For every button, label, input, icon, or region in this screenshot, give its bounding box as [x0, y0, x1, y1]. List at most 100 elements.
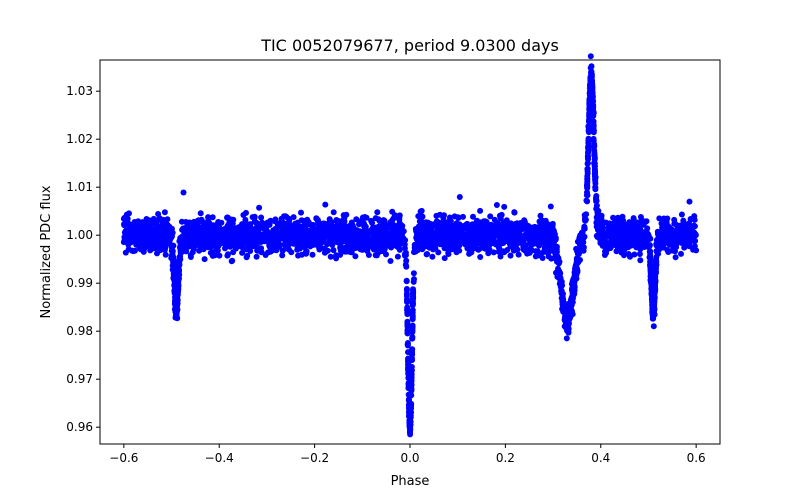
data-point — [445, 251, 452, 257]
data-point — [209, 214, 216, 221]
data-point — [641, 244, 648, 250]
data-point — [215, 219, 222, 226]
data-point — [301, 219, 308, 226]
data-point — [535, 229, 542, 236]
data-point — [485, 250, 492, 257]
data-point — [311, 232, 318, 239]
data-point — [672, 248, 678, 255]
data-point — [370, 246, 377, 253]
data-point — [256, 204, 263, 211]
data-point — [410, 291, 416, 298]
data-point — [175, 283, 182, 290]
data-point — [503, 218, 509, 225]
data-point — [551, 228, 557, 235]
data-point — [404, 327, 411, 333]
data-point — [507, 220, 514, 227]
data-point — [174, 292, 181, 299]
data-point — [485, 223, 492, 230]
data-point — [201, 256, 208, 263]
data-point — [158, 244, 164, 251]
data-point — [212, 234, 219, 241]
data-point — [500, 248, 507, 255]
data-point — [658, 231, 665, 238]
data-point — [441, 255, 448, 262]
data-point — [429, 253, 436, 260]
data-point — [216, 252, 223, 259]
data-point — [613, 216, 620, 223]
data-point — [128, 234, 134, 241]
data-point — [541, 222, 548, 229]
data-point — [126, 210, 132, 217]
data-point — [495, 244, 502, 251]
data-point — [664, 247, 671, 253]
data-point — [499, 223, 505, 230]
data-point — [224, 214, 231, 221]
data-point — [159, 218, 166, 225]
data-point — [637, 257, 644, 264]
data-point — [187, 254, 194, 260]
data-point — [409, 301, 416, 308]
chart-title: TIC 0052079677, period 9.0300 days — [260, 36, 559, 55]
data-point — [543, 240, 550, 247]
x-tick-label: −0.4 — [205, 451, 234, 465]
data-point — [454, 243, 461, 250]
data-point — [395, 243, 402, 250]
data-point — [162, 251, 169, 258]
data-point — [414, 236, 421, 243]
data-point — [663, 227, 670, 234]
data-point — [591, 142, 598, 149]
data-point — [141, 241, 148, 248]
data-point — [381, 220, 388, 227]
x-axis-title: Phase — [391, 474, 430, 489]
data-point — [656, 215, 663, 222]
data-point — [448, 234, 455, 241]
data-point — [522, 231, 529, 237]
data-point — [164, 216, 171, 223]
x-tick-label: 0.0 — [400, 451, 419, 465]
data-point — [169, 247, 176, 254]
data-point — [641, 230, 648, 237]
data-point — [266, 239, 272, 246]
data-point — [489, 228, 496, 235]
data-point — [408, 384, 415, 391]
data-point — [477, 207, 484, 214]
data-point — [572, 263, 579, 270]
data-point — [409, 357, 415, 364]
data-point — [381, 235, 388, 241]
data-point — [566, 315, 573, 322]
data-point — [172, 307, 179, 314]
data-point — [161, 236, 168, 242]
data-point — [683, 240, 689, 247]
data-point — [586, 109, 593, 116]
data-point — [288, 249, 295, 256]
data-point — [352, 253, 359, 260]
data-point — [627, 236, 633, 243]
data-point — [531, 223, 538, 230]
data-point — [378, 229, 384, 236]
data-point — [347, 234, 354, 241]
data-point — [346, 239, 353, 246]
data-point — [122, 249, 129, 256]
data-point — [671, 220, 678, 227]
data-point — [468, 241, 475, 248]
data-point — [647, 258, 654, 265]
data-point — [592, 184, 599, 191]
data-point — [309, 251, 316, 258]
data-point — [504, 231, 511, 238]
data-point — [253, 253, 260, 260]
data-point — [515, 251, 522, 258]
data-point — [161, 209, 168, 216]
data-point — [329, 230, 336, 237]
data-point — [587, 53, 594, 60]
data-point — [388, 222, 394, 229]
data-point — [393, 231, 400, 238]
data-point — [647, 263, 654, 270]
data-point — [333, 217, 340, 223]
data-point — [265, 249, 271, 256]
y-tick-label: 1.01 — [66, 180, 93, 194]
data-point — [318, 230, 325, 236]
data-point — [501, 203, 508, 210]
data-point — [498, 211, 505, 218]
data-point — [511, 209, 518, 216]
data-point — [229, 220, 236, 227]
